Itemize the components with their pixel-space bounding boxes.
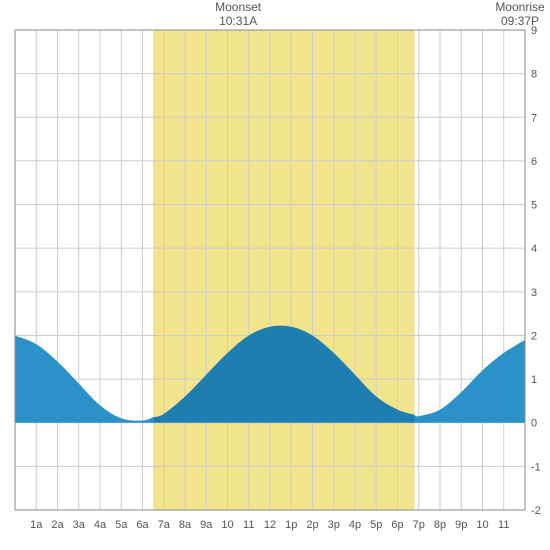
x-tick-label: 7p	[413, 519, 425, 531]
x-tick-label: 9a	[200, 519, 213, 531]
y-tick-label: -1	[531, 461, 541, 473]
x-tick-label: 1a	[30, 519, 43, 531]
x-tick-label: 6a	[136, 519, 149, 531]
moonset-label: Moonset 10:31A	[208, 0, 268, 29]
x-tick-label: 2p	[306, 519, 318, 531]
y-tick-label: 1	[531, 374, 537, 386]
y-tick-label: 8	[531, 69, 537, 81]
y-tick-label: -2	[531, 505, 541, 517]
x-tick-label: 7a	[158, 519, 171, 531]
x-tick-label: 8p	[434, 519, 446, 531]
x-tick-label: 11	[498, 519, 509, 531]
y-tick-label: 7	[531, 112, 537, 124]
x-tick-label: 1p	[285, 519, 297, 531]
x-tick-label: 12	[264, 519, 276, 531]
moonrise-label: Moonrise 09:37P	[490, 0, 550, 29]
x-tick-label: 5p	[370, 519, 382, 531]
moonset-time: 10:31A	[219, 14, 257, 28]
x-tick-label: 11	[243, 519, 254, 531]
y-tick-label: 6	[531, 156, 537, 168]
moonrise-time: 09:37P	[501, 14, 539, 28]
x-tick-label: 8a	[179, 519, 192, 531]
x-tick-label: 10	[476, 519, 488, 531]
x-tick-label: 3a	[73, 519, 86, 531]
y-tick-label: 0	[531, 418, 537, 430]
moonset-name: Moonset	[215, 0, 261, 14]
x-tick-label: 4p	[349, 519, 361, 531]
tide-chart: Moonset 10:31A Moonrise 09:37P -2-101234…	[0, 0, 550, 550]
y-tick-label: 2	[531, 330, 537, 342]
x-tick-label: 2a	[51, 519, 64, 531]
x-tick-label: 6p	[391, 519, 403, 531]
x-tick-label: 10	[221, 519, 233, 531]
y-tick-label: 4	[531, 243, 537, 255]
x-tick-label: 3p	[328, 519, 340, 531]
chart-svg: -2-101234567891a2a3a4a5a6a7a8a9a1011121p…	[0, 0, 550, 550]
x-tick-label: 4a	[94, 519, 107, 531]
daylight-band	[153, 30, 414, 510]
y-tick-label: 3	[531, 287, 537, 299]
y-tick-label: 5	[531, 200, 537, 212]
moonrise-name: Moonrise	[495, 0, 544, 14]
x-tick-label: 5a	[115, 519, 128, 531]
x-tick-label: 9p	[455, 519, 467, 531]
